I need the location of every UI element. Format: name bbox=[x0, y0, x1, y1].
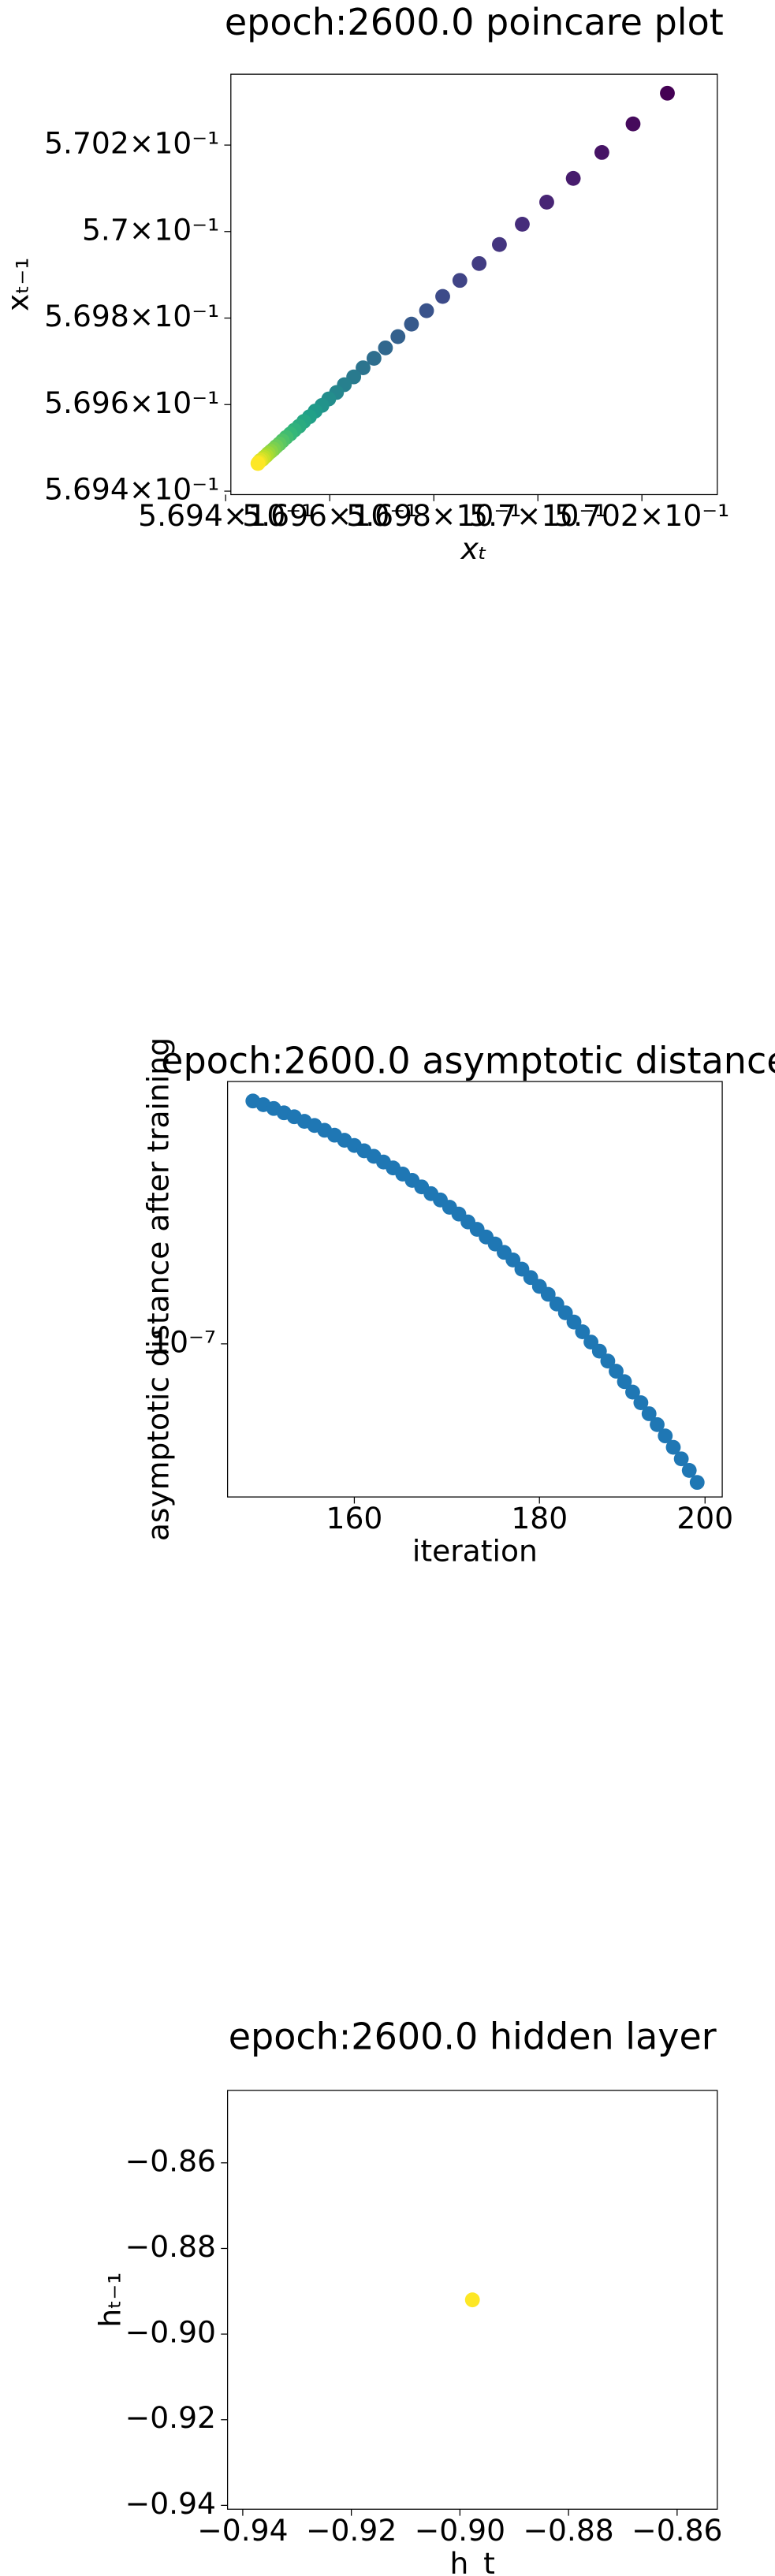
chart-title: epoch:2600.0 poincare plot bbox=[225, 1, 724, 43]
x-axis-label: xₜ bbox=[460, 531, 487, 566]
point bbox=[600, 1353, 616, 1369]
point bbox=[660, 85, 675, 101]
point bbox=[492, 236, 507, 252]
x-tick-label: 5.698×10⁻¹ bbox=[346, 498, 521, 533]
point bbox=[540, 1286, 556, 1302]
point bbox=[452, 273, 468, 288]
x-tick-label: 5.694×10⁻¹ bbox=[138, 498, 313, 533]
point bbox=[250, 456, 266, 471]
point bbox=[435, 288, 450, 304]
y-tick-label: 5.694×10⁻¹ bbox=[44, 472, 219, 507]
plot-frame bbox=[230, 73, 718, 496]
x-tick-label: 200 bbox=[676, 1501, 733, 1536]
chart-title: epoch:2600.0 asymptotic distance bbox=[161, 1040, 775, 1082]
point bbox=[591, 1343, 607, 1359]
x-tick-label: 5.7×10⁻¹ bbox=[469, 498, 606, 533]
y-tick-label: −0.86 bbox=[125, 2143, 216, 2178]
point bbox=[681, 1463, 697, 1478]
y-tick-label: −0.90 bbox=[125, 2315, 216, 2350]
chart-title: epoch:2600.0 hidden layer bbox=[229, 2016, 717, 2058]
y-tick-label: −0.92 bbox=[125, 2400, 216, 2435]
y-tick-label: −0.94 bbox=[125, 2486, 216, 2521]
y-axis-label: asymptotic distance after training bbox=[140, 1037, 175, 1541]
point bbox=[575, 1324, 591, 1339]
point bbox=[378, 340, 393, 356]
x-tick-label: 160 bbox=[326, 1501, 383, 1536]
point bbox=[609, 1364, 624, 1379]
y-tick-label: 5.702×10⁻¹ bbox=[44, 126, 219, 161]
y-axis-label: xₜ₋₁ bbox=[1, 258, 35, 311]
x-axis-label: h_t bbox=[450, 2546, 495, 2576]
point bbox=[633, 1395, 649, 1410]
x-tick-label: 5.696×10⁻¹ bbox=[242, 498, 417, 533]
point bbox=[689, 1475, 705, 1491]
point bbox=[539, 195, 554, 210]
point bbox=[515, 217, 530, 232]
point bbox=[464, 2292, 480, 2308]
point bbox=[390, 329, 406, 344]
point bbox=[366, 351, 382, 366]
point bbox=[566, 1314, 582, 1330]
y-axis-label: hₜ₋₁ bbox=[93, 2273, 128, 2328]
point bbox=[356, 360, 371, 376]
point bbox=[419, 303, 434, 318]
point bbox=[625, 116, 641, 132]
plot-frame bbox=[226, 1081, 723, 1498]
point bbox=[665, 1439, 681, 1455]
x-tick-label: 5.702×10⁻¹ bbox=[554, 498, 729, 533]
plot-frame bbox=[226, 2090, 718, 2510]
y-tick-label: 5.7×10⁻¹ bbox=[82, 212, 219, 247]
x-tick-label: 180 bbox=[511, 1501, 568, 1536]
point bbox=[641, 1406, 657, 1421]
point bbox=[505, 1253, 521, 1268]
point bbox=[673, 1451, 689, 1467]
y-tick-label: −0.88 bbox=[125, 2229, 216, 2264]
point bbox=[658, 1428, 673, 1444]
point bbox=[471, 255, 487, 271]
point bbox=[617, 1374, 632, 1390]
x-axis-label: iteration bbox=[412, 1534, 538, 1569]
x-tick-label: −0.94 bbox=[197, 2513, 288, 2548]
y-tick-label: 5.698×10⁻¹ bbox=[44, 299, 219, 333]
x-tick-label: −0.86 bbox=[632, 2513, 722, 2548]
point bbox=[594, 144, 609, 160]
x-tick-label: −0.92 bbox=[306, 2513, 397, 2548]
point bbox=[625, 1384, 640, 1400]
point bbox=[404, 316, 419, 332]
y-tick-label: 10⁻⁷ bbox=[151, 1324, 216, 1359]
point bbox=[565, 170, 581, 186]
x-tick-label: −0.88 bbox=[523, 2513, 613, 2548]
point bbox=[650, 1416, 665, 1432]
x-tick-label: −0.90 bbox=[415, 2513, 505, 2548]
y-tick-label: 5.696×10⁻¹ bbox=[44, 385, 219, 420]
